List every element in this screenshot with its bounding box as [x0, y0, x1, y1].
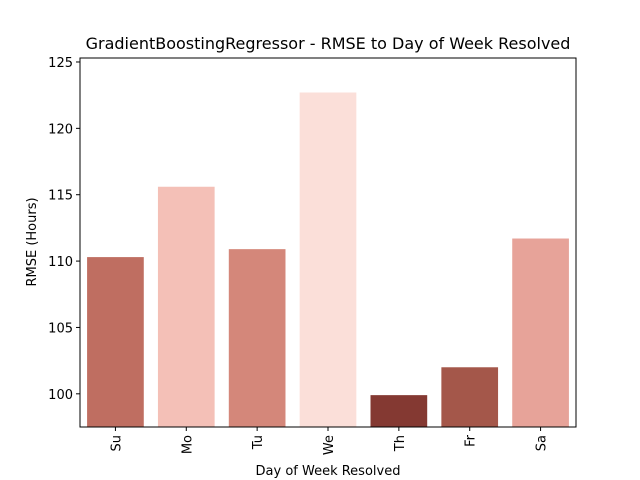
- x-axis: Su Mo Tu We Th Fr Sa: [109, 427, 550, 455]
- y-tick-label: 115: [48, 189, 73, 204]
- x-tick-label-su: Su: [109, 435, 124, 452]
- bar-we: [299, 92, 357, 427]
- y-axis-label: RMSE (Hours): [25, 197, 40, 286]
- bar-fr: [441, 367, 499, 427]
- bar-tu: [228, 249, 286, 427]
- y-tick-label: 110: [48, 255, 73, 270]
- bar-th: [370, 395, 428, 427]
- bar-sa: [512, 238, 569, 427]
- x-tick-label-we: We: [322, 435, 337, 455]
- y-tick-label: 125: [48, 56, 73, 71]
- chart-title: GradientBoostingRegressor - RMSE to Day …: [86, 34, 571, 53]
- x-tick-label-sa: Sa: [535, 435, 550, 451]
- y-tick-label: 105: [48, 321, 73, 336]
- x-tick-label-mo: Mo: [180, 435, 195, 454]
- x-tick-label-tu: Tu: [251, 435, 266, 450]
- x-tick-label-fr: Fr: [464, 434, 479, 447]
- x-axis-label: Day of Week Resolved: [256, 464, 401, 479]
- bar-mo: [157, 186, 215, 427]
- y-tick-label: 100: [48, 388, 73, 403]
- bar-su: [87, 257, 144, 427]
- x-tick-label-th: Th: [393, 435, 408, 452]
- bars-group: [87, 92, 569, 427]
- plot-frame: [79, 57, 577, 428]
- y-axis: 100 105 110 115 120 125: [48, 56, 80, 403]
- y-tick-label: 120: [48, 122, 73, 137]
